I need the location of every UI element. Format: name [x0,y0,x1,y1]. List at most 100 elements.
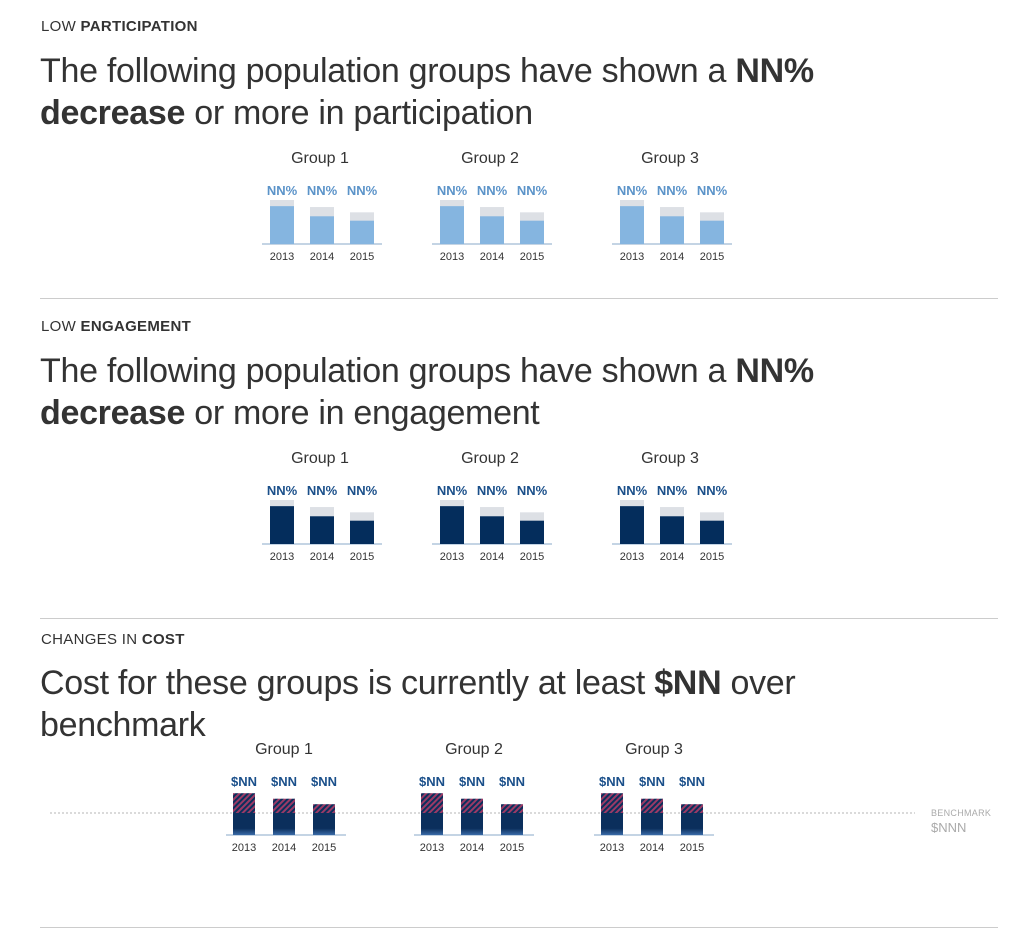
participation-chart: NN% 2013 NN% 2014 NN% 2015 NN% 2013 NN% 2014 NN% 20… [262,183,732,263]
engagement-group-1-bar-2015 [350,520,374,544]
cost-group-3-tick-2013: 2013 [600,842,624,854]
participation-group-3-value-label-2013: NN% [617,183,648,198]
engagement-group-2-value-label-2013: NN% [437,483,468,498]
cost-group-3-title: Group 3 [625,741,683,758]
cost-group-3-over-bar-2014 [641,798,663,813]
cost-group-1-base-bar-2015 [313,813,335,835]
engagement-group-2-bar-2015 [520,520,544,544]
cost-eyebrow: CHANGES IN COST [41,631,185,648]
cost-group-1-base-bar-2013 [233,813,255,835]
participation-group-3-tick-2014: 2014 [660,251,684,263]
participation-group-2-title: Group 2 [461,150,519,167]
cost-group-3-tick-2015: 2015 [680,842,704,854]
cost-group-1-over-bar-2015 [313,804,335,813]
cost-group-2-value-label-2015: $NN [499,774,525,789]
participation-group-3-tick-2015: 2015 [700,251,724,263]
engagement-group-1-value-label-2014: NN% [307,483,338,498]
engagement-headline: The following population groups have sho… [40,352,814,432]
engagement-group-2-tick-2014: 2014 [480,551,504,563]
participation-group-2-bar-2013 [440,206,464,244]
engagement-group-2-tick-2013: 2013 [440,551,464,563]
cost-group-1-tick-2015: 2015 [312,842,336,854]
engagement-group-3-value-label-2013: NN% [617,483,648,498]
engagement-group-3-value-label-2015: NN% [697,483,728,498]
engagement-group-1-tick-2015: 2015 [350,551,374,563]
participation-group-2-value-label-2014: NN% [477,183,508,198]
engagement-group-3-bar-2013 [620,506,644,544]
engagement-chart: NN% 2013 NN% 2014 NN% 2015 NN% 2013 NN% 2014 NN% 20… [262,483,732,563]
cost-group-1-title: Group 1 [255,741,313,758]
engagement-group-3-bar-2014 [660,516,684,544]
participation-group-1-tick-2015: 2015 [350,251,374,263]
cost-group-3-value-label-2014: $NN [639,774,665,789]
engagement-group-2-tick-2015: 2015 [520,551,544,563]
participation-group-1-bar-2014 [310,216,334,244]
benchmark-label: BENCHMARK [931,808,992,818]
participation-group-2-tick-2015: 2015 [520,251,544,263]
cost-group-1-value-label-2015: $NN [311,774,337,789]
cost-headline: Cost for these groups is currently at le… [40,664,796,744]
engagement-group-1-bar-2014 [310,516,334,544]
cost-group-3-over-bar-2013 [601,793,623,813]
participation-group-1-tick-2014: 2014 [310,251,334,263]
cost-group-2-tick-2014: 2014 [460,842,484,854]
engagement-group-3-value-label-2014: NN% [657,483,688,498]
engagement-group-3-title: Group 3 [641,450,699,467]
cost-group-3-tick-2014: 2014 [640,842,664,854]
participation-group-2-value-label-2015: NN% [517,183,548,198]
engagement-eyebrow: LOW ENGAGEMENT [41,318,192,335]
participation-group-3-tick-2013: 2013 [620,251,644,263]
participation-group-2-tick-2014: 2014 [480,251,504,263]
participation-headline: The following population groups have sho… [40,52,814,132]
engagement-group-1-value-label-2015: NN% [347,483,378,498]
engagement-group-1-tick-2013: 2013 [270,551,294,563]
cost-group-3-base-bar-2013 [601,813,623,835]
divider-2 [40,618,998,619]
participation-group-1-tick-2013: 2013 [270,251,294,263]
cost-group-1-tick-2013: 2013 [232,842,256,854]
participation-group-2-bar-2015 [520,220,544,244]
participation-group-3-value-label-2015: NN% [697,183,728,198]
cost-group-1-value-label-2014: $NN [271,774,297,789]
cost-group-3-base-bar-2014 [641,813,663,835]
cost-group-2-value-label-2014: $NN [459,774,485,789]
engagement-group-1-title: Group 1 [291,450,349,467]
cost-group-2-base-bar-2013 [421,813,443,835]
cost-group-1-over-bar-2013 [233,793,255,813]
participation-group-3-title: Group 3 [641,150,699,167]
participation-group-1-bar-2015 [350,220,374,244]
cost-group-2-over-bar-2013 [421,793,443,813]
participation-group-2-value-label-2013: NN% [437,183,468,198]
cost-group-2-base-bar-2015 [501,813,523,835]
cost-group-3-base-bar-2015 [681,813,703,835]
cost-group-3-value-label-2015: $NN [679,774,705,789]
participation-group-1-value-label-2015: NN% [347,183,378,198]
cost-group-2-tick-2015: 2015 [500,842,524,854]
cost-group-2-value-label-2013: $NN [419,774,445,789]
cost-group-1-base-bar-2014 [273,813,295,835]
cost-group-1-over-bar-2014 [273,798,295,813]
engagement-group-1-tick-2014: 2014 [310,551,334,563]
participation-group-3-bar-2015 [700,220,724,244]
participation-group-2-tick-2013: 2013 [440,251,464,263]
participation-group-1-title: Group 1 [291,150,349,167]
engagement-group-3-bar-2015 [700,520,724,544]
participation-eyebrow: LOW PARTICIPATION [41,18,198,35]
engagement-group-3-tick-2014: 2014 [660,551,684,563]
engagement-group-1-bar-2013 [270,506,294,544]
cost-group-3-value-label-2013: $NN [599,774,625,789]
divider-1 [40,298,998,299]
cost-group-2-tick-2013: 2013 [420,842,444,854]
cost-group-1-value-label-2013: $NN [231,774,257,789]
cost-group-3-over-bar-2015 [681,804,703,813]
engagement-group-3-tick-2015: 2015 [700,551,724,563]
cost-chart: $NN 2013 $NN 2014 $NN 2015 $NN 2013 $NN 2014 $NN 20… [50,774,915,854]
engagement-group-2-title: Group 2 [461,450,519,467]
engagement-group-2-value-label-2014: NN% [477,483,508,498]
engagement-group-3-tick-2013: 2013 [620,551,644,563]
participation-group-2-bar-2014 [480,216,504,244]
cost-group-2-over-bar-2015 [501,804,523,813]
participation-group-3-value-label-2014: NN% [657,183,688,198]
cost-group-1-tick-2014: 2014 [272,842,296,854]
engagement-group-1-value-label-2013: NN% [267,483,298,498]
